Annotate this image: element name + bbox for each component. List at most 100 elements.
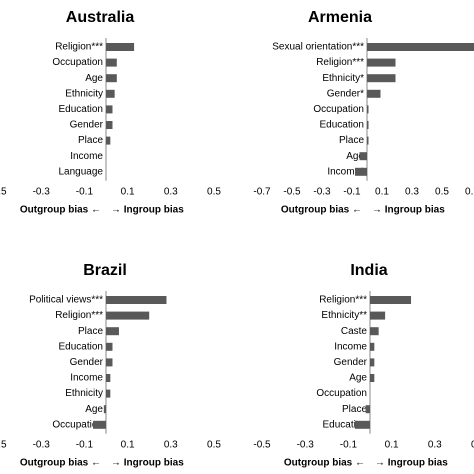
category-label: Place [78,135,103,146]
x-axis-label-right: → Ingroup bias [372,205,445,216]
bar [354,420,370,429]
x-tick-label: 0.5 [207,187,221,198]
category-label: Caste [341,326,368,337]
x-tick-label: 0.1 [121,187,135,198]
category-label: Income [334,341,367,352]
panel-title: Australia [66,9,135,26]
category-label: Education [59,104,103,115]
x-tick-label: -0.5 [0,187,7,198]
bar [367,74,396,83]
bar [370,327,379,336]
bar [106,105,113,114]
category-label: Gender* [327,88,364,99]
category-label: Occupation [52,419,103,430]
bar [370,296,412,304]
bar [367,121,369,129]
bar [106,43,135,51]
bar [106,389,111,398]
category-label: Occupation [316,388,367,399]
category-label: Gender [334,357,368,368]
bar [355,167,367,176]
x-tick-label: -0.3 [33,440,51,451]
panel-title: Armenia [308,9,372,26]
bar [370,374,375,382]
category-label: Religion*** [316,57,364,68]
x-tick-label: -0.3 [313,187,331,198]
bar [367,136,369,145]
panel-title: India [350,262,387,279]
x-axis-label-right: → Ingroup bias [111,205,184,216]
category-label: Political views*** [29,295,103,306]
bar [106,358,113,367]
category-label: Age [85,73,103,84]
x-tick-label: 0.1 [121,440,135,451]
category-label: Religion*** [319,295,367,306]
category-label: Occupation [52,57,103,68]
x-tick-label: 0.1 [385,440,399,451]
category-label: Religion*** [55,310,103,321]
x-axis-label-right: → Ingroup bias [111,458,184,469]
bar [367,105,369,114]
category-label: Place [342,404,367,415]
category-label: Education [323,419,367,430]
x-tick-label: -0.5 [253,440,271,451]
bar [370,358,375,367]
category-label: Occupation [313,104,364,115]
bar [106,121,113,129]
x-tick-label: -0.7 [253,187,271,198]
panel-title: Brazil [83,262,127,279]
category-label: Ethnicity** [321,310,367,321]
x-tick-label: -0.1 [76,440,94,451]
x-tick-label: 0.3 [405,187,419,198]
x-tick-label: 0.3 [428,440,442,451]
bar [106,136,111,145]
bar [106,311,150,320]
bar [106,296,167,304]
category-label: Gender [70,357,104,368]
category-label: Place [78,326,103,337]
bar [367,58,396,67]
x-tick-label: 0.3 [164,187,178,198]
x-tick-label: -0.5 [0,440,7,451]
bar [365,405,370,414]
category-label: Place [339,135,364,146]
bar [106,89,115,98]
category-label: Income [70,151,103,162]
x-axis-label-left: Outgroup bias ← [20,205,101,216]
x-tick-label: -0.5 [283,187,301,198]
x-tick-label: -0.1 [340,440,358,451]
category-label: Education [320,120,364,131]
category-label: Gender [70,120,104,131]
x-tick-label: 0.3 [164,440,178,451]
bar [367,43,474,51]
bar [103,405,106,414]
category-label: Language [59,166,104,177]
category-label: Ethnicity [65,388,103,399]
bar [359,152,367,161]
bar [106,374,111,382]
category-label: Sexual orientation*** [272,42,364,53]
category-label: Ethnicity [65,88,103,99]
x-tick-label: -0.1 [76,187,94,198]
bar [106,74,117,83]
x-tick-label: -0.3 [297,440,315,451]
bar [367,89,381,98]
bar [93,420,106,429]
x-axis-label-left: Outgroup bias ← [281,205,362,216]
bar [370,311,386,320]
category-label: Age [349,373,367,384]
x-tick-label: 0.5 [207,440,221,451]
category-label: Age [346,151,364,162]
bar [106,327,119,336]
category-label: Income [70,373,103,384]
x-tick-label: 0.5 [471,440,474,451]
bar [106,58,117,67]
category-label: Education [59,341,103,352]
bar [106,342,113,351]
x-axis-label-left: Outgroup bias ← [20,458,101,469]
category-label: Income* [327,166,364,177]
x-axis-label-right: → Ingroup bias [375,458,448,469]
x-tick-label: -0.1 [343,187,361,198]
x-tick-label: -0.3 [33,187,51,198]
